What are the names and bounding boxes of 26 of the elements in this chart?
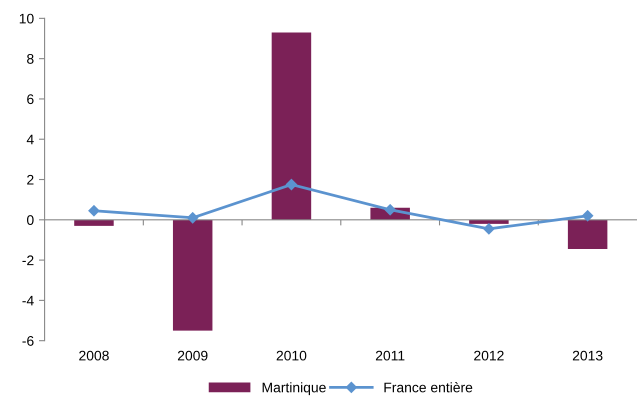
point xyxy=(88,205,100,216)
y-tick-label: -2 xyxy=(22,255,34,266)
bar xyxy=(568,220,608,250)
x-tick-label: 2012 xyxy=(474,350,504,361)
legend-label: France entière xyxy=(384,382,472,392)
y-tick-label: -6 xyxy=(22,336,34,346)
x-tick-label: 2008 xyxy=(79,350,109,361)
bar xyxy=(74,220,114,226)
y-tick-label: 4 xyxy=(26,134,34,144)
y-tick-label: 0 xyxy=(26,215,34,225)
y-tick-label: 2 xyxy=(27,174,34,185)
x-tick-label: 2010 xyxy=(276,350,306,361)
point xyxy=(582,210,594,222)
x-tick-label: 2013 xyxy=(572,350,602,361)
point xyxy=(483,223,495,234)
point xyxy=(187,212,198,224)
y-tick-label: 10 xyxy=(20,14,34,24)
x-tick-label: 2009 xyxy=(178,350,208,361)
point xyxy=(286,178,298,190)
y-tick-label: 6 xyxy=(27,94,34,104)
y-tick-label: 8 xyxy=(27,54,34,64)
bar xyxy=(272,32,312,220)
x-tick-label: 2011 xyxy=(376,350,404,361)
legend-label: Martinique xyxy=(262,382,326,396)
y-tick-label: -4 xyxy=(22,296,34,306)
bar xyxy=(172,220,212,331)
